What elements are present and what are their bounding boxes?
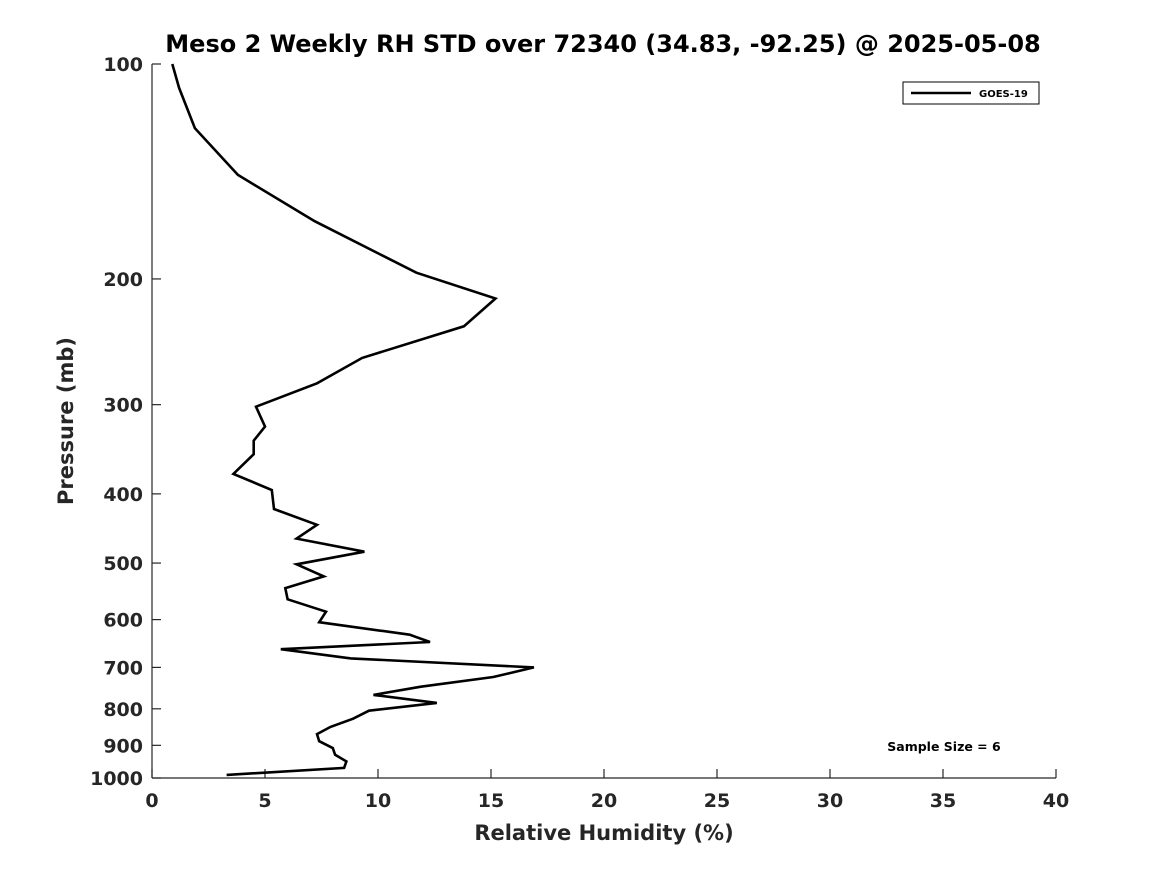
x-tick-label: 25 [704,790,730,812]
x-tick-label: 15 [478,790,504,812]
series-line-goes-19 [171,63,535,777]
y-axis-label: Pressure (mb) [54,337,78,505]
x-axis-ticks: 0 5 10 15 20 25 30 35 40 [145,769,1069,812]
y-tick-label: 600 [103,610,143,632]
x-tick-label: 40 [1043,790,1069,812]
y-tick-label: 900 [103,735,143,757]
x-tick-label: 5 [258,790,271,812]
y-tick-label: 1000 [90,768,143,790]
y-tick-label: 300 [103,395,143,417]
y-tick-label: 800 [103,699,143,721]
chart-title: Meso 2 Weekly RH STD over 72340 (34.83, … [165,30,1040,58]
y-tick-label: 500 [103,553,143,575]
y-tick-label: 700 [103,657,143,679]
x-tick-label: 0 [145,790,158,812]
x-tick-label: 30 [817,790,843,812]
x-tick-label: 10 [365,790,391,812]
y-tick-label: 100 [103,54,143,76]
legend: GOES-19 [902,81,1040,105]
legend-label-goes-19: GOES-19 [979,89,1028,100]
y-tick-label: 200 [103,269,143,291]
x-axis-label: Relative Humidity (%) [474,821,733,845]
x-tick-label: 20 [591,790,617,812]
y-axis-ticks: 100 200 300 400 500 600 700 800 900 1000 [90,54,161,790]
y-tick-label: 400 [103,484,143,506]
x-tick-label: 35 [930,790,956,812]
series-layer [171,63,535,777]
sample-size-annotation: Sample Size = 6 [887,739,1001,754]
